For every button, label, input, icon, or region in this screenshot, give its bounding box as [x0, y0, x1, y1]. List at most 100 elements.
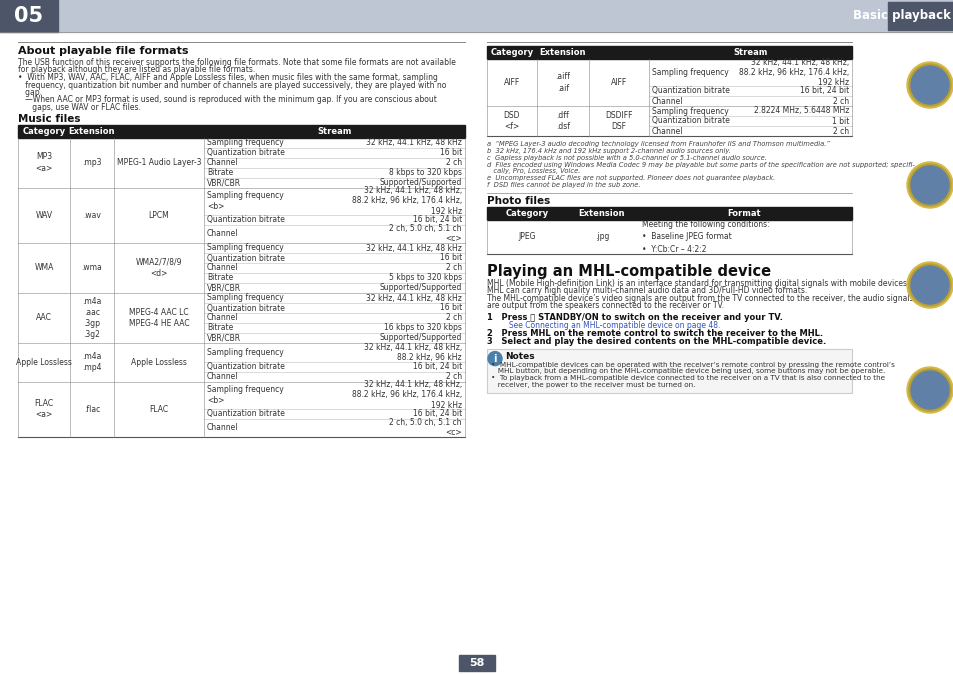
Text: are output from the speakers connected to the receiver or TV.: are output from the speakers connected t…: [486, 301, 723, 310]
Text: for playback although they are listed as playable file formats.: for playback although they are listed as…: [18, 65, 255, 74]
Text: Channel: Channel: [207, 263, 238, 273]
Text: DSD
<f>: DSD <f>: [503, 111, 519, 131]
Text: 32 kHz, 44.1 kHz, 48 kHz: 32 kHz, 44.1 kHz, 48 kHz: [366, 138, 461, 147]
Text: Apple Lossless: Apple Lossless: [16, 358, 71, 367]
Text: 32 kHz, 44.1 kHz, 48 kHz: 32 kHz, 44.1 kHz, 48 kHz: [366, 294, 461, 302]
Text: Quantization bitrate: Quantization bitrate: [651, 86, 729, 95]
Text: About playable file formats: About playable file formats: [18, 46, 189, 56]
Text: 05: 05: [14, 6, 44, 26]
Text: The MHL-compatible device’s video signals are output from the TV connected to th: The MHL-compatible device’s video signal…: [486, 294, 913, 302]
Text: Stream: Stream: [317, 126, 352, 136]
Circle shape: [908, 369, 950, 411]
Text: .wma: .wma: [82, 263, 102, 273]
Text: e  Uncompressed FLAC files are not supported. Pioneer does not guarantee playbac: e Uncompressed FLAC files are not suppor…: [486, 175, 775, 181]
Text: Extension: Extension: [578, 209, 624, 217]
Text: VBR/CBR: VBR/CBR: [207, 178, 241, 187]
Text: Format: Format: [727, 209, 760, 217]
Text: MPEG-4 AAC LC
MPEG-4 HE AAC: MPEG-4 AAC LC MPEG-4 HE AAC: [129, 308, 189, 328]
Text: AAC: AAC: [36, 313, 51, 323]
Text: 16 bit: 16 bit: [439, 148, 461, 157]
Bar: [18, 343, 464, 381]
Text: gaps, use WAV or FLAC files.: gaps, use WAV or FLAC files.: [18, 103, 141, 112]
Text: Category: Category: [490, 48, 533, 57]
Text: Photo files: Photo files: [486, 196, 550, 206]
Text: VBR/CBR: VBR/CBR: [207, 284, 241, 292]
Text: 32 kHz, 44.1 kHz, 48 kHz,
88.2 kHz, 96 kHz: 32 kHz, 44.1 kHz, 48 kHz, 88.2 kHz, 96 k…: [363, 342, 461, 362]
Text: Sampling frequency
<b>: Sampling frequency <b>: [207, 191, 283, 211]
Text: VBR/CBR: VBR/CBR: [207, 333, 241, 342]
Text: i: i: [493, 354, 497, 364]
Bar: [0, 0, 58, 32]
Text: Sampling frequency: Sampling frequency: [207, 138, 283, 147]
Text: .flac: .flac: [84, 405, 100, 414]
Bar: [486, 46, 851, 59]
Text: Quantization bitrate: Quantization bitrate: [207, 409, 285, 418]
Circle shape: [488, 352, 501, 366]
Text: 16 bit: 16 bit: [439, 254, 461, 263]
Text: AIFF: AIFF: [610, 78, 626, 87]
Text: receiver, the power to the receiver must be turned on.: receiver, the power to the receiver must…: [491, 382, 695, 388]
Text: cally, Pro, Lossless, Voice.: cally, Pro, Lossless, Voice.: [486, 168, 579, 174]
Bar: [486, 207, 851, 219]
Bar: [887, 2, 953, 30]
Text: —When AAC or MP3 format is used, sound is reproduced with the minimum gap. If yo: —When AAC or MP3 format is used, sound i…: [18, 95, 436, 105]
Text: WMA: WMA: [34, 263, 53, 273]
Text: MHL button, but depending on the MHL-compatible device being used, some buttons : MHL button, but depending on the MHL-com…: [491, 369, 884, 375]
Text: 8 kbps to 320 kbps: 8 kbps to 320 kbps: [389, 168, 461, 177]
Text: 5 kbps to 320 kbps: 5 kbps to 320 kbps: [389, 273, 461, 283]
Text: Sampling frequency: Sampling frequency: [651, 107, 728, 115]
Text: DSDIFF
DSF: DSDIFF DSF: [604, 111, 632, 131]
Text: Basic playback: Basic playback: [852, 9, 950, 22]
Text: JPEG: JPEG: [517, 232, 536, 241]
Text: LPCM: LPCM: [149, 211, 170, 220]
Text: Category: Category: [505, 209, 548, 217]
Text: WAV: WAV: [35, 211, 52, 220]
Text: MHL (Mobile High-definition Link) is an interface standard for transmitting digi: MHL (Mobile High-definition Link) is an …: [486, 279, 908, 288]
Text: The USB function of this receiver supports the following file formats. Note that: The USB function of this receiver suppor…: [18, 58, 456, 67]
Circle shape: [906, 62, 952, 108]
Text: Playing an MHL-compatible device: Playing an MHL-compatible device: [486, 264, 770, 279]
Text: 2.8224 MHz, 5.6448 MHz: 2.8224 MHz, 5.6448 MHz: [753, 107, 848, 115]
Circle shape: [906, 162, 952, 208]
Text: 1 bit: 1 bit: [831, 117, 848, 126]
Text: Channel: Channel: [651, 97, 682, 105]
Text: .m4a
.aac
.3gp
.3g2: .m4a .aac .3gp .3g2: [82, 297, 102, 339]
Text: 16 kbps to 320 kbps: 16 kbps to 320 kbps: [384, 323, 461, 333]
Text: MP3
<a>: MP3 <a>: [35, 153, 52, 173]
Text: Quantization bitrate: Quantization bitrate: [207, 254, 285, 263]
Bar: [18, 124, 464, 138]
Text: 16 bit: 16 bit: [439, 304, 461, 313]
Text: 3   Select and play the desired contents on the MHL-compatible device.: 3 Select and play the desired contents o…: [486, 337, 825, 346]
Text: .dff
.dsf: .dff .dsf: [556, 111, 569, 131]
Text: FLAC
<a>: FLAC <a>: [34, 399, 53, 419]
Text: c  Gapless playback is not possible with a 5.0-channel or 5.1-channel audio sour: c Gapless playback is not possible with …: [486, 155, 766, 161]
Bar: [486, 59, 851, 106]
Text: Extension: Extension: [539, 48, 586, 57]
Text: 2   Press MHL on the remote control to switch the receiver to the MHL.: 2 Press MHL on the remote control to swi…: [486, 329, 822, 338]
Text: Quantization bitrate: Quantization bitrate: [651, 117, 729, 126]
Text: 2 ch: 2 ch: [445, 372, 461, 381]
Text: frequency, quantization bit number and number of channels are played successivel: frequency, quantization bit number and n…: [18, 80, 446, 90]
Text: 2 ch: 2 ch: [445, 158, 461, 167]
Text: 2 ch: 2 ch: [445, 263, 461, 273]
Text: WMA2/7/8/9
<d>: WMA2/7/8/9 <d>: [135, 258, 182, 278]
Circle shape: [910, 66, 948, 104]
Text: 2 ch: 2 ch: [832, 126, 848, 136]
Text: Meeting the following conditions:
•  Baseline JPEG format
•  Y:Cb:Cr – 4:2:2: Meeting the following conditions: • Base…: [641, 219, 769, 254]
Text: •  MHL-compatible devices can be operated with the receiver’s remote control by : • MHL-compatible devices can be operated…: [491, 362, 894, 368]
Circle shape: [906, 367, 952, 413]
Text: Sampling frequency: Sampling frequency: [207, 244, 283, 252]
Text: AIFF: AIFF: [503, 78, 519, 87]
Text: 16 bit, 24 bit: 16 bit, 24 bit: [413, 215, 461, 224]
Text: Supported/Supported: Supported/Supported: [379, 284, 461, 292]
Text: Music files: Music files: [18, 113, 80, 124]
Text: Channel: Channel: [207, 158, 238, 167]
Text: Quantization bitrate: Quantization bitrate: [207, 148, 285, 157]
Text: Supported/Supported: Supported/Supported: [379, 333, 461, 342]
Text: 32 kHz, 44.1 kHz, 48 kHz,
88.2 kHz, 96 kHz, 176.4 kHz,
192 kHz: 32 kHz, 44.1 kHz, 48 kHz, 88.2 kHz, 96 k…: [352, 186, 461, 216]
Text: Quantization bitrate: Quantization bitrate: [207, 304, 285, 313]
Text: 2 ch, 5.0 ch, 5.1 ch
<c>: 2 ch, 5.0 ch, 5.1 ch <c>: [389, 224, 461, 244]
Text: Sampling frequency: Sampling frequency: [651, 68, 728, 77]
Text: FLAC: FLAC: [150, 405, 169, 414]
Text: 2 ch, 5.0 ch, 5.1 ch
<c>: 2 ch, 5.0 ch, 5.1 ch <c>: [389, 418, 461, 437]
